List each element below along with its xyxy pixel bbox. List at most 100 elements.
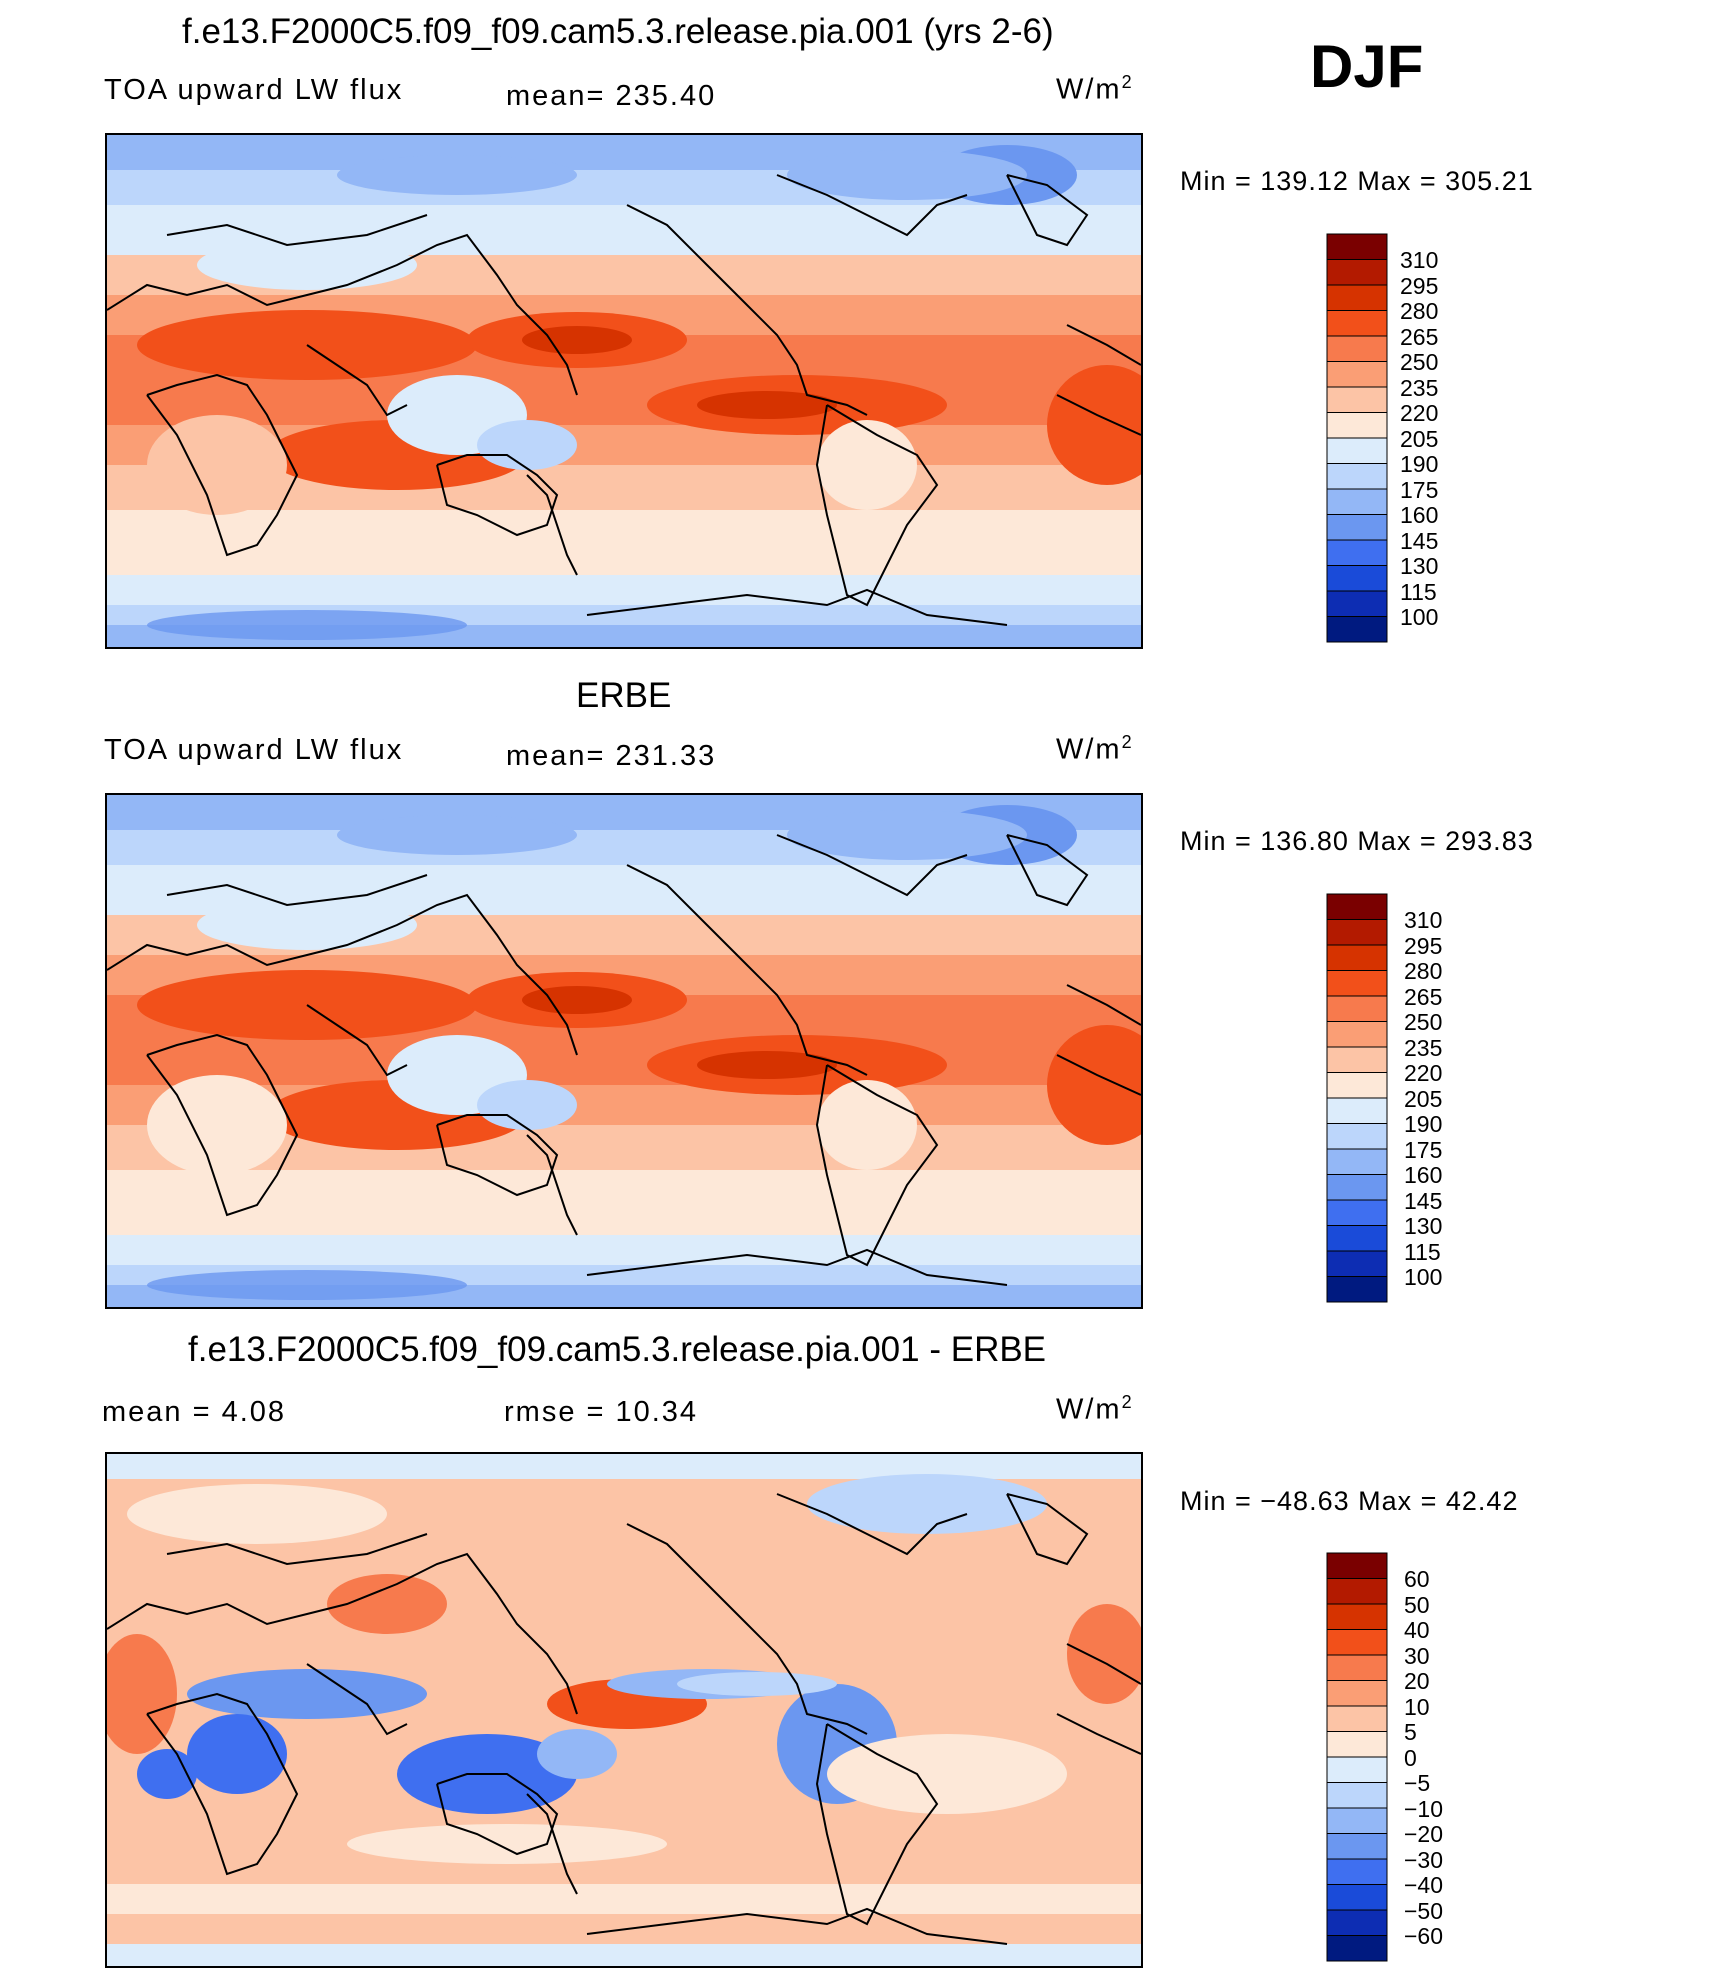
colorbar-tick-label: 160 [1400,502,1439,528]
colorbar-swatch [1326,1123,1388,1150]
map-obs [105,793,1143,1309]
colorbar-tick-label: 130 [1404,1213,1443,1239]
coastlines [107,1493,1141,1945]
colorbar-tick-label: 205 [1404,1085,1443,1112]
panel-title: ERBE [576,676,672,715]
colorbar-swatch [1326,1629,1388,1656]
season-label: DJF [1310,33,1424,100]
colorbar-tick-label: 295 [1404,932,1443,959]
units-exponent: 2 [1121,732,1134,752]
colorbar-swatch [1326,1552,1388,1579]
coastlines [107,834,1141,1286]
colorbar-swatch [1326,488,1388,515]
colorbar-swatch [1326,893,1388,920]
colorbar-swatch [1326,1199,1388,1226]
colorbar-swatch [1326,1276,1388,1303]
colorbar-swatch [1326,616,1388,643]
colorbar-tick-label: −5 [1404,1770,1431,1796]
colorbar-tick-label: 60 [1404,1566,1430,1592]
colorbar-swatch [1326,1909,1388,1936]
colorbar-swatch [1326,1858,1388,1885]
colorbar-swatch [1326,361,1388,388]
colorbar-swatch [1326,259,1388,286]
colorbar-tick-label: 100 [1404,1264,1443,1290]
colorbar-swatch [1326,310,1388,337]
colorbar-swatch [1326,1807,1388,1834]
colorbar-swatch [1326,1097,1388,1124]
coastlines [107,174,1141,626]
colorbar-tick-label: 280 [1400,298,1439,324]
colorbar-tick-label: 190 [1400,451,1439,477]
map-diff [105,1452,1143,1968]
colorbar-swatch [1326,1021,1388,1048]
colorbar-swatch [1326,539,1388,566]
colorbar-tick-label: 205 [1400,425,1439,452]
map-model [105,133,1143,649]
colorbar-tick-label: 250 [1400,349,1439,375]
minmax-label: Min = 139.12 Max = 305.21 [1180,166,1534,196]
colorbar-tick-label: 145 [1400,527,1439,554]
colorbar-swatch [1326,1782,1388,1809]
mean-label: mean = 4.08 [102,1396,287,1428]
colorbar-diff [1326,1552,1388,1962]
colorbar-swatch [1326,463,1388,490]
colorbar-tick-label: 0 [1404,1744,1417,1771]
colorbar-swatch [1326,1225,1388,1252]
colorbar-tick-label: −20 [1404,1821,1444,1847]
colorbar-swatch [1326,1731,1388,1758]
variable-label: TOA upward LW flux [104,74,404,106]
colorbar-swatch [1326,1148,1388,1175]
colorbar-swatch [1326,1935,1388,1962]
colorbar-swatch [1326,970,1388,997]
colorbar-tick-label: 175 [1400,476,1439,503]
minmax-label: Min = 136.80 Max = 293.83 [1180,826,1534,856]
units-text: W/m [1056,1393,1122,1426]
colorbar-swatch [1326,919,1388,946]
units-text: W/m [1056,733,1122,766]
colorbar-tick-label: 10 [1404,1693,1430,1720]
colorbar-swatch [1326,1072,1388,1099]
colorbar-tick-label: 250 [1404,1009,1443,1035]
units-label: W/m2 [1056,1392,1134,1427]
colorbar-swatch [1326,1884,1388,1911]
colorbar-tick-label: 175 [1404,1136,1443,1163]
colorbar-tick-label: 40 [1404,1617,1430,1643]
colorbar-tick-label: 145 [1404,1187,1443,1214]
colorbar-tick-label: 190 [1404,1111,1443,1137]
colorbar-tick-label: 130 [1400,553,1439,579]
colorbar-tick-label: 50 [1404,1591,1430,1618]
panel-title: f.e13.F2000C5.f09_f09.cam5.3.release.pia… [182,12,1054,51]
panel-title: f.e13.F2000C5.f09_f09.cam5.3.release.pia… [188,1330,1047,1369]
colorbar-swatch [1326,1833,1388,1860]
colorbar-swatch [1326,233,1388,260]
colorbar-swatch [1326,995,1388,1022]
minmax-label: Min = −48.63 Max = 42.42 [1180,1486,1519,1516]
colorbar-swatch [1326,386,1388,413]
colorbar-obs [1326,893,1388,1303]
colorbar-tick-label: 235 [1400,374,1439,401]
mean-label: mean= 235.40 [506,80,717,112]
colorbar-swatch [1326,1174,1388,1201]
colorbar-swatch [1326,944,1388,971]
units-exponent: 2 [1121,1392,1134,1412]
colorbar-swatch [1326,1654,1388,1681]
colorbar-swatch [1326,1680,1388,1707]
colorbar-tick-label: 160 [1404,1162,1443,1188]
colorbar-tick-label: 235 [1404,1034,1443,1061]
units-label: W/m2 [1056,72,1134,107]
colorbar-tick-label: 280 [1404,958,1443,984]
colorbar-swatch [1326,1603,1388,1630]
units-text: W/m [1056,73,1122,106]
colorbar-swatch [1326,335,1388,362]
colorbar-tick-label: 295 [1400,272,1439,299]
colorbar-swatch [1326,1578,1388,1605]
colorbar-swatch [1326,1705,1388,1732]
colorbar-tick-label: 220 [1400,400,1439,426]
colorbar-tick-label: −50 [1404,1897,1444,1924]
colorbar-tick-label: 310 [1400,247,1439,273]
units-label: W/m2 [1056,732,1134,767]
units-exponent: 2 [1121,72,1134,92]
colorbar-tick-label: 265 [1404,983,1443,1010]
colorbar-swatch [1326,284,1388,311]
colorbar-swatch [1326,1046,1388,1073]
